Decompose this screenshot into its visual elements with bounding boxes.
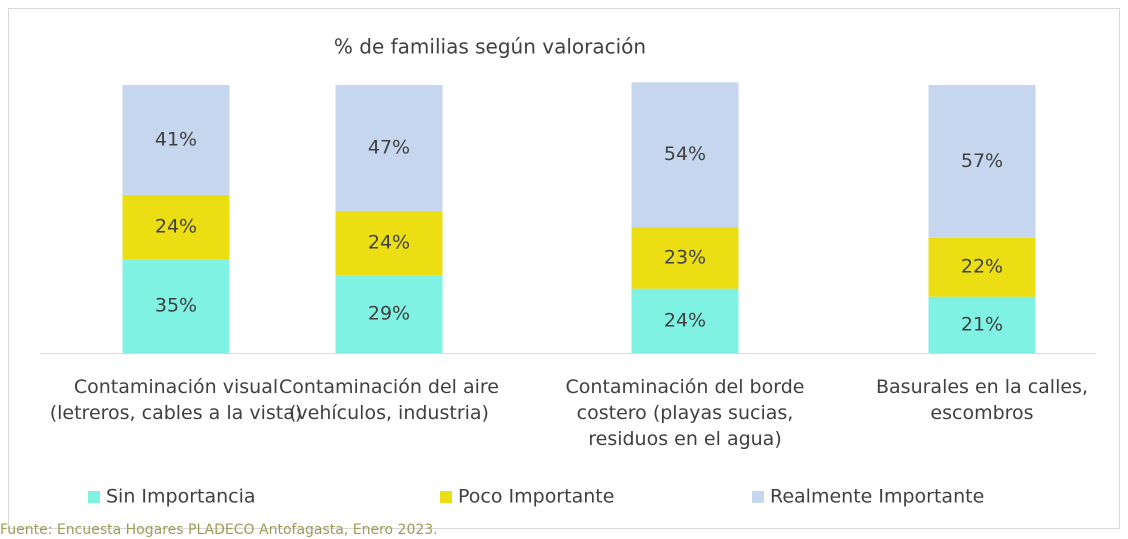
bar-segment (335, 210, 443, 276)
data-label: 24% (368, 232, 410, 254)
data-label: 23% (664, 246, 706, 268)
bar-segment (631, 288, 739, 353)
legend-label: Poco Importante (458, 486, 614, 508)
legend-label: Sin Importancia (106, 486, 256, 508)
bar-segment (335, 85, 443, 211)
bar-segment (122, 85, 230, 195)
x-tick-label: Contaminación del borde costero (playas … (565, 376, 805, 450)
source-note: Fuente: Encuesta Hogares PLADECO Antofag… (0, 522, 438, 538)
data-label: 24% (664, 309, 706, 331)
data-label: 47% (368, 136, 410, 158)
data-label: 24% (155, 216, 197, 238)
data-label: 35% (155, 295, 197, 317)
data-label: 57% (961, 150, 1003, 172)
chart-title: % de familias según valoración (334, 35, 646, 59)
chart-border (8, 8, 1120, 529)
data-label: 54% (664, 143, 706, 165)
x-tick-label: Contaminación visual (letreros, cables a… (49, 376, 303, 424)
bar-segment (335, 275, 443, 353)
data-label: 41% (155, 128, 197, 150)
data-label: 21% (961, 313, 1003, 335)
bar-segment (122, 194, 230, 260)
bar-segment (928, 85, 1036, 238)
data-label: 22% (961, 256, 1003, 278)
legend-swatch (752, 491, 764, 503)
x-tick-label: Contaminación del aire (vehículos, indus… (278, 376, 499, 424)
data-label: 29% (368, 303, 410, 325)
bar-segment (631, 82, 739, 228)
bar-segment (928, 237, 1036, 297)
bar-segment (928, 296, 1036, 353)
bar-segment (631, 227, 739, 289)
legend-label: Realmente Importante (770, 486, 984, 508)
x-tick-label: Basurales en la calles, escombros (876, 376, 1088, 424)
bar-segment (122, 259, 230, 353)
legend-swatch (88, 491, 100, 503)
legend-swatch (440, 491, 452, 503)
